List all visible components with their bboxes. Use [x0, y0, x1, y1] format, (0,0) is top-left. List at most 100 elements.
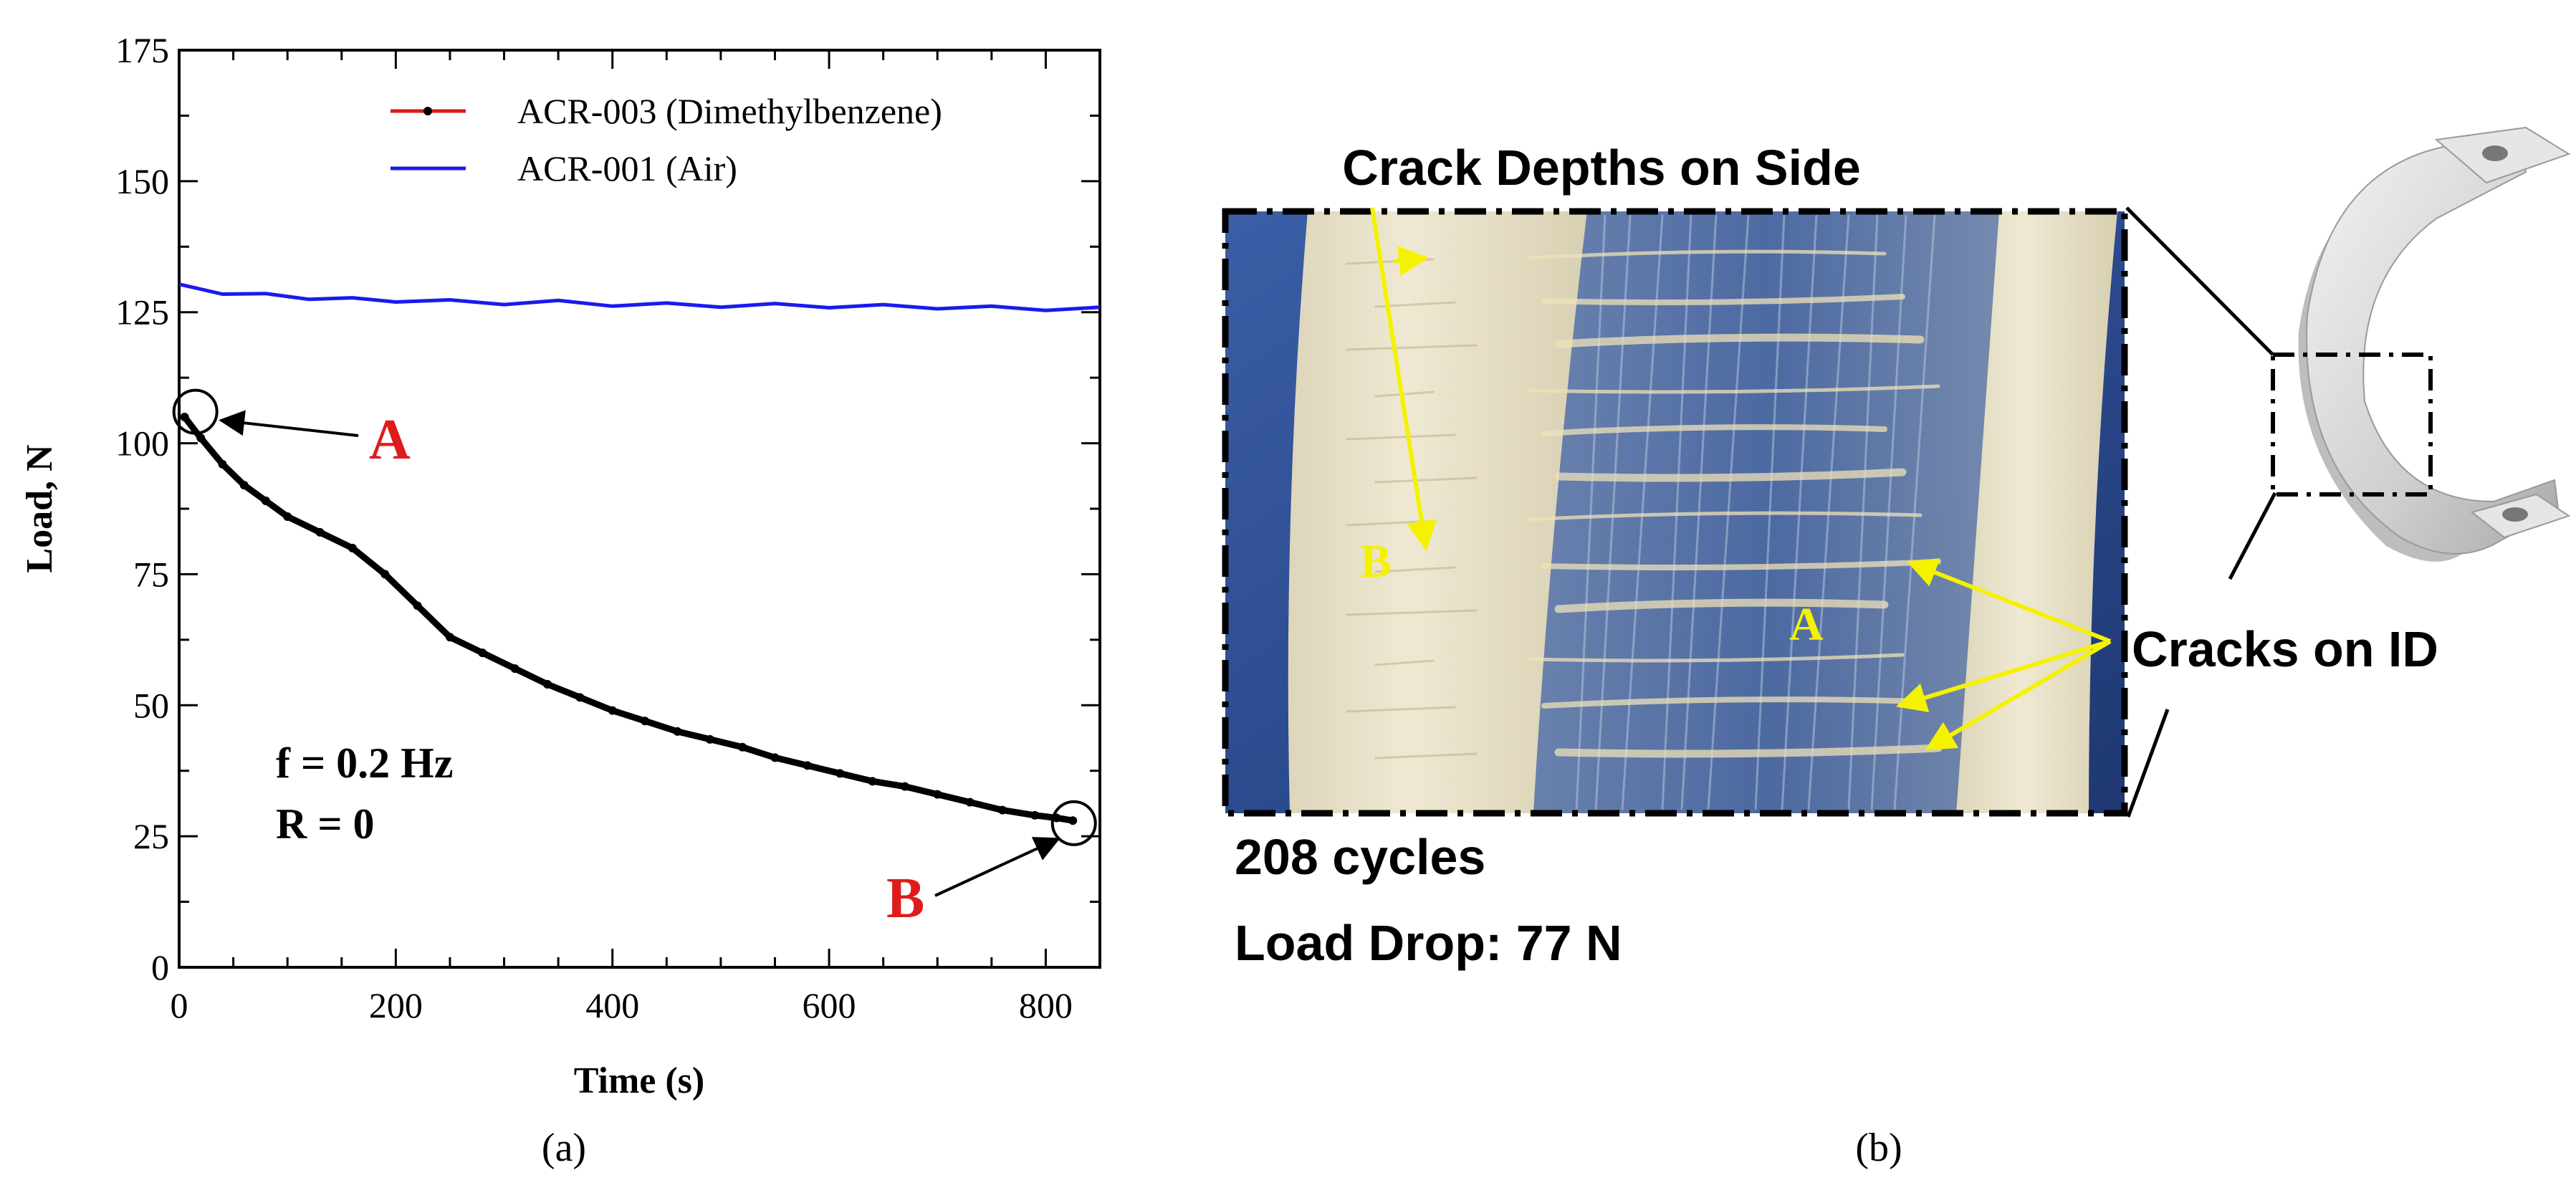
side-crack-line [1346, 609, 1478, 616]
condition-ratio: R = 0 [276, 800, 375, 848]
c-ring-inspection-box [2271, 353, 2433, 497]
side-crack-line [1346, 344, 1478, 351]
y-tick-label: 125 [115, 292, 169, 332]
annotation-b: B [886, 800, 1097, 930]
annotation-b-arrow [934, 837, 1060, 897]
connector-bottom [2126, 709, 2170, 818]
specimen-streak [1621, 214, 1664, 810]
axis-ticks [178, 49, 1101, 969]
data-point-acr003 [738, 742, 747, 752]
data-point-acr003 [348, 543, 357, 552]
crack-line [1554, 468, 1907, 482]
c-ring-top-hole [2482, 145, 2508, 161]
data-point-acr003 [478, 648, 487, 658]
crack-line [1541, 559, 1941, 570]
load-drop-label: Load Drop: 77 N [1235, 915, 1622, 971]
y-tick-label: 175 [115, 30, 169, 70]
condition-frequency: f = 0.2 Hz [276, 739, 453, 787]
legend-label-acr001: ACR-001 (Air) [517, 148, 737, 188]
x-tick-label: 0 [171, 985, 188, 1025]
data-point-acr003 [965, 797, 975, 807]
data-point-acr003 [445, 633, 454, 642]
data-point-acr003 [413, 601, 422, 610]
x-axis-label: Time (s) [574, 1060, 704, 1101]
legend-label-acr003: ACR-003 (Dimethylbenzene) [517, 91, 942, 131]
yellow-arrows [1370, 207, 2112, 751]
crack-line [1528, 384, 1940, 394]
crack-line [1541, 696, 1923, 709]
annotation-a: A [172, 388, 411, 471]
x-tick-label: 800 [1019, 985, 1073, 1025]
crack-line [1528, 653, 1905, 663]
arrow-cracks-3 [1925, 639, 2112, 751]
crack-line [1541, 294, 1905, 305]
arrow-cracks-2 [1895, 639, 2111, 713]
series-line-acr001 [179, 282, 1100, 312]
photo-title: Crack Depths on Side [1342, 140, 1861, 196]
annotation-a-arrow [219, 410, 359, 437]
specimen-streak [1661, 214, 1692, 810]
load-time-chart: 0 200 400 600 800 0 25 50 75 100 125 150 175 Time (s… [19, 30, 1101, 1170]
data-point-acr003 [997, 805, 1007, 815]
side-crack-line [1374, 391, 1435, 398]
data-point-acr003 [180, 413, 189, 421]
c-ring-bottom-hole [2502, 507, 2528, 522]
crack-line [1554, 333, 1925, 348]
cracks-on-id-label: Cracks on ID [2132, 621, 2438, 677]
specimen-streak [1594, 214, 1632, 810]
annotation-b-circle [1050, 800, 1097, 846]
cycles-label: 208 cycles [1235, 829, 1485, 885]
specimen-left-band [1288, 211, 1587, 813]
x-tick-label: 200 [369, 985, 423, 1025]
crack-lines [1346, 249, 1943, 760]
crack-line [1554, 744, 1943, 758]
data-point-acr003 [239, 481, 249, 490]
data-point-acr003 [283, 512, 292, 521]
annotation-a-circle [172, 388, 219, 435]
data-point-acr003 [575, 693, 585, 702]
crack-line [1541, 424, 1887, 436]
connector-top [2125, 206, 2274, 356]
axis-tick-labels: 0 200 400 600 800 0 25 50 75 100 125 150 175 [115, 30, 1073, 1025]
x-tick-label: 400 [585, 985, 639, 1025]
crack-line [1554, 598, 1889, 613]
data-point-acr003 [380, 570, 390, 579]
crack-line [1528, 511, 1923, 522]
y-tick-label: 150 [115, 161, 169, 201]
data-point-acr003 [900, 782, 909, 791]
arrow-side-top [1393, 246, 1430, 277]
photo-marker-a: A [1789, 598, 1824, 651]
plot-area [179, 282, 1100, 825]
arrow-cracks-1 [1907, 558, 2112, 643]
data-point-acr003 [641, 717, 650, 726]
data-point-acr003 [196, 433, 206, 443]
data-point-acr003 [218, 459, 227, 469]
data-point-acr003 [868, 777, 877, 786]
annotation-b-label: B [886, 867, 924, 930]
crack-line [1528, 249, 1887, 260]
data-point-acr003 [1030, 810, 1040, 820]
data-point-acr003 [510, 664, 519, 674]
side-crack-line [1374, 566, 1456, 573]
data-point-acr003 [835, 769, 845, 778]
photo-marker-b: B [1360, 535, 1392, 588]
specimen-streak [1870, 214, 1907, 810]
panel-label-b: (b) [1855, 1126, 1902, 1170]
crack-photo-panel: Crack Depths on Side B A Cracks on ID [1222, 126, 2571, 1170]
series-layer [179, 282, 1100, 825]
y-axis-label: Load, N [19, 444, 60, 572]
data-point-acr003 [543, 680, 552, 689]
y-tick-label: 0 [151, 947, 169, 987]
data-point-acr003 [315, 527, 325, 537]
c-ring-body [2306, 142, 2560, 555]
arrow-side-depth [1370, 207, 1437, 552]
data-point-acr003 [261, 497, 270, 506]
x-tick-label: 600 [803, 985, 856, 1025]
data-point-acr003 [770, 753, 780, 762]
data-point-acr003 [608, 706, 617, 715]
connector-side [2228, 492, 2277, 580]
panel-label-a: (a) [542, 1126, 586, 1170]
data-point-acr003 [705, 734, 714, 744]
legend: ACR-003 (Dimethylbenzene) ACR-001 (Air) [391, 91, 942, 188]
